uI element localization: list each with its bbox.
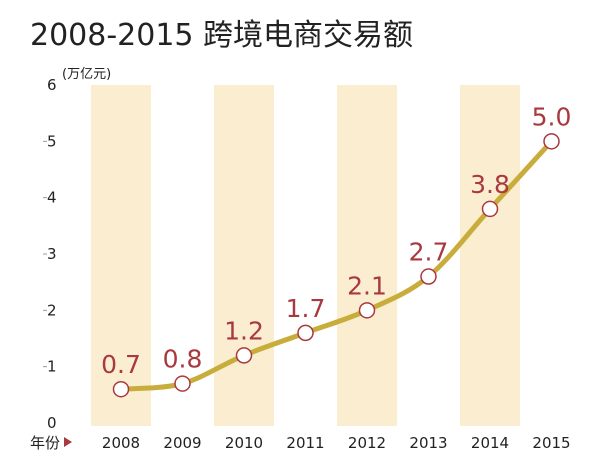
band-2008	[91, 85, 151, 426]
band-2014	[460, 85, 520, 426]
x-tick-label: 2011	[286, 434, 324, 452]
data-point-2012	[358, 302, 376, 319]
band-2010	[214, 85, 274, 426]
data-point-2013	[420, 268, 437, 285]
data-points	[112, 133, 560, 398]
data-label-2015: 5.0	[532, 102, 572, 131]
y-tick-label: 3	[47, 245, 57, 263]
x-tick-label: 2013	[409, 434, 447, 452]
data-point-2014	[481, 200, 499, 218]
y-axis: 0 1 2 3 4 5 6	[43, 76, 57, 432]
data-labels: 0.7 0.8 1.2 1.7 2.1 2.7 3.8 5.0	[101, 102, 571, 379]
data-point-2010	[235, 347, 253, 364]
x-axis-arrow-icon	[64, 437, 72, 447]
x-tick-label: 2010	[225, 434, 263, 452]
data-label-2013: 2.7	[409, 238, 449, 267]
data-point-2008	[112, 380, 130, 398]
x-axis: 2008 2009 2010 2011 2012 2013 2014 2015	[102, 434, 571, 452]
x-tick-label: 2008	[102, 434, 140, 452]
chart-title: 2008-2015 跨境电商交易额	[30, 18, 413, 53]
data-label-2014: 3.8	[470, 170, 510, 199]
x-tick-label: 2012	[348, 434, 386, 452]
y-tick-label: 2	[47, 301, 57, 319]
background-bands	[91, 85, 520, 426]
data-label-2009: 0.8	[163, 345, 203, 374]
data-point-2009	[174, 375, 191, 392]
y-tick-label: 0	[47, 414, 57, 432]
y-axis-unit: (万亿元)	[62, 67, 111, 82]
band-2012	[337, 85, 397, 426]
y-tick-label: 6	[47, 76, 57, 94]
data-label-2010: 1.2	[224, 316, 264, 345]
y-tick-label: 1	[47, 358, 57, 376]
x-axis-title-group: 年份	[30, 434, 72, 452]
data-label-2012: 2.1	[347, 271, 387, 300]
data-label-2008: 0.7	[101, 350, 141, 379]
x-tick-label: 2009	[163, 434, 201, 452]
x-tick-label: 2015	[532, 434, 570, 452]
x-tick-label: 2014	[471, 434, 509, 452]
data-point-2015	[543, 133, 560, 150]
data-label-2011: 1.7	[286, 294, 326, 323]
data-point-2011	[297, 324, 314, 342]
y-tick-label: 4	[47, 189, 57, 207]
y-tick-label: 5	[47, 132, 57, 150]
x-axis-title: 年份	[30, 434, 60, 452]
